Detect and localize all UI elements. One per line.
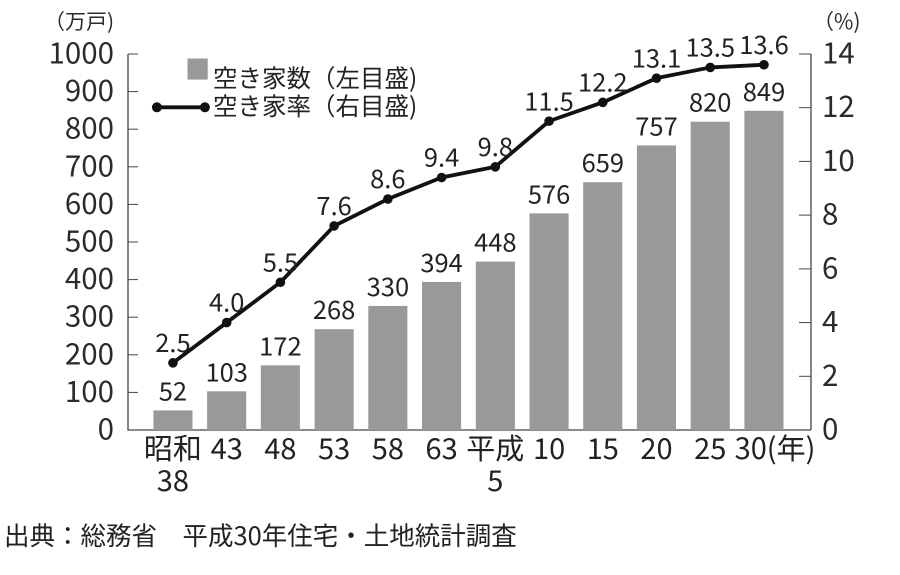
svg-text:9.8: 9.8 (478, 127, 513, 164)
svg-text:8.6: 8.6 (370, 159, 405, 196)
svg-text:（万戸): （万戸) (44, 6, 114, 36)
svg-text:820: 820 (689, 83, 731, 120)
svg-text:103: 103 (205, 352, 247, 389)
svg-text:576: 576 (528, 174, 570, 211)
svg-text:14: 14 (822, 31, 855, 73)
svg-text:659: 659 (582, 143, 624, 180)
svg-text:800: 800 (65, 106, 114, 148)
svg-text:5.5: 5.5 (263, 242, 298, 279)
svg-text:2.5: 2.5 (155, 323, 190, 360)
svg-text:394: 394 (420, 243, 462, 280)
svg-text:400: 400 (65, 256, 114, 298)
svg-text:757: 757 (635, 106, 677, 143)
svg-text:448: 448 (474, 223, 516, 260)
svg-text:48: 48 (264, 426, 296, 468)
svg-text:53: 53 (318, 426, 350, 468)
svg-text:13.5: 13.5 (685, 28, 735, 65)
svg-text:63: 63 (425, 426, 457, 468)
svg-text:600: 600 (65, 181, 114, 223)
svg-text:0: 0 (98, 407, 114, 449)
svg-text:4: 4 (822, 299, 838, 341)
svg-text:12.2: 12.2 (578, 63, 628, 100)
svg-text:1000: 1000 (49, 31, 115, 73)
svg-text:849: 849 (743, 72, 785, 109)
svg-text:30(年): 30(年) (735, 426, 816, 468)
svg-text:10: 10 (533, 426, 565, 468)
svg-text:11.5: 11.5 (524, 81, 574, 118)
svg-text:8: 8 (822, 192, 838, 234)
svg-text:58: 58 (372, 426, 404, 468)
svg-text:出典：総務省 平成30年住宅・土地統計調査: 出典：総務省 平成30年住宅・土地統計調査 (4, 516, 517, 553)
svg-text:13.1: 13.1 (632, 38, 682, 75)
svg-text:5: 5 (487, 458, 503, 500)
svg-text:9.4: 9.4 (424, 138, 459, 175)
svg-text:330: 330 (367, 267, 409, 304)
svg-text:500: 500 (65, 219, 114, 261)
svg-text:700: 700 (65, 143, 114, 185)
svg-text:52: 52 (159, 371, 187, 408)
svg-text:200: 200 (65, 331, 114, 373)
svg-text:43: 43 (211, 426, 243, 468)
svg-text:268: 268 (313, 290, 355, 327)
svg-text:172: 172 (259, 326, 301, 363)
svg-text:（%): （%) (813, 6, 860, 36)
svg-text:2: 2 (822, 353, 838, 395)
svg-text:10: 10 (822, 138, 855, 180)
svg-text:20: 20 (640, 426, 672, 468)
svg-text:15: 15 (587, 426, 619, 468)
svg-text:7.6: 7.6 (316, 186, 351, 223)
svg-text:0: 0 (822, 407, 838, 449)
svg-text:空き家率（右目盛): 空き家率（右目盛) (213, 88, 417, 123)
svg-text:900: 900 (65, 68, 114, 110)
svg-text:4.0: 4.0 (209, 283, 244, 320)
svg-text:6: 6 (822, 245, 838, 287)
svg-text:12: 12 (822, 84, 855, 126)
svg-text:13.6: 13.6 (739, 25, 789, 62)
svg-text:38: 38 (157, 458, 189, 500)
svg-text:100: 100 (65, 369, 114, 411)
svg-text:25: 25 (694, 426, 726, 468)
svg-text:300: 300 (65, 294, 114, 336)
